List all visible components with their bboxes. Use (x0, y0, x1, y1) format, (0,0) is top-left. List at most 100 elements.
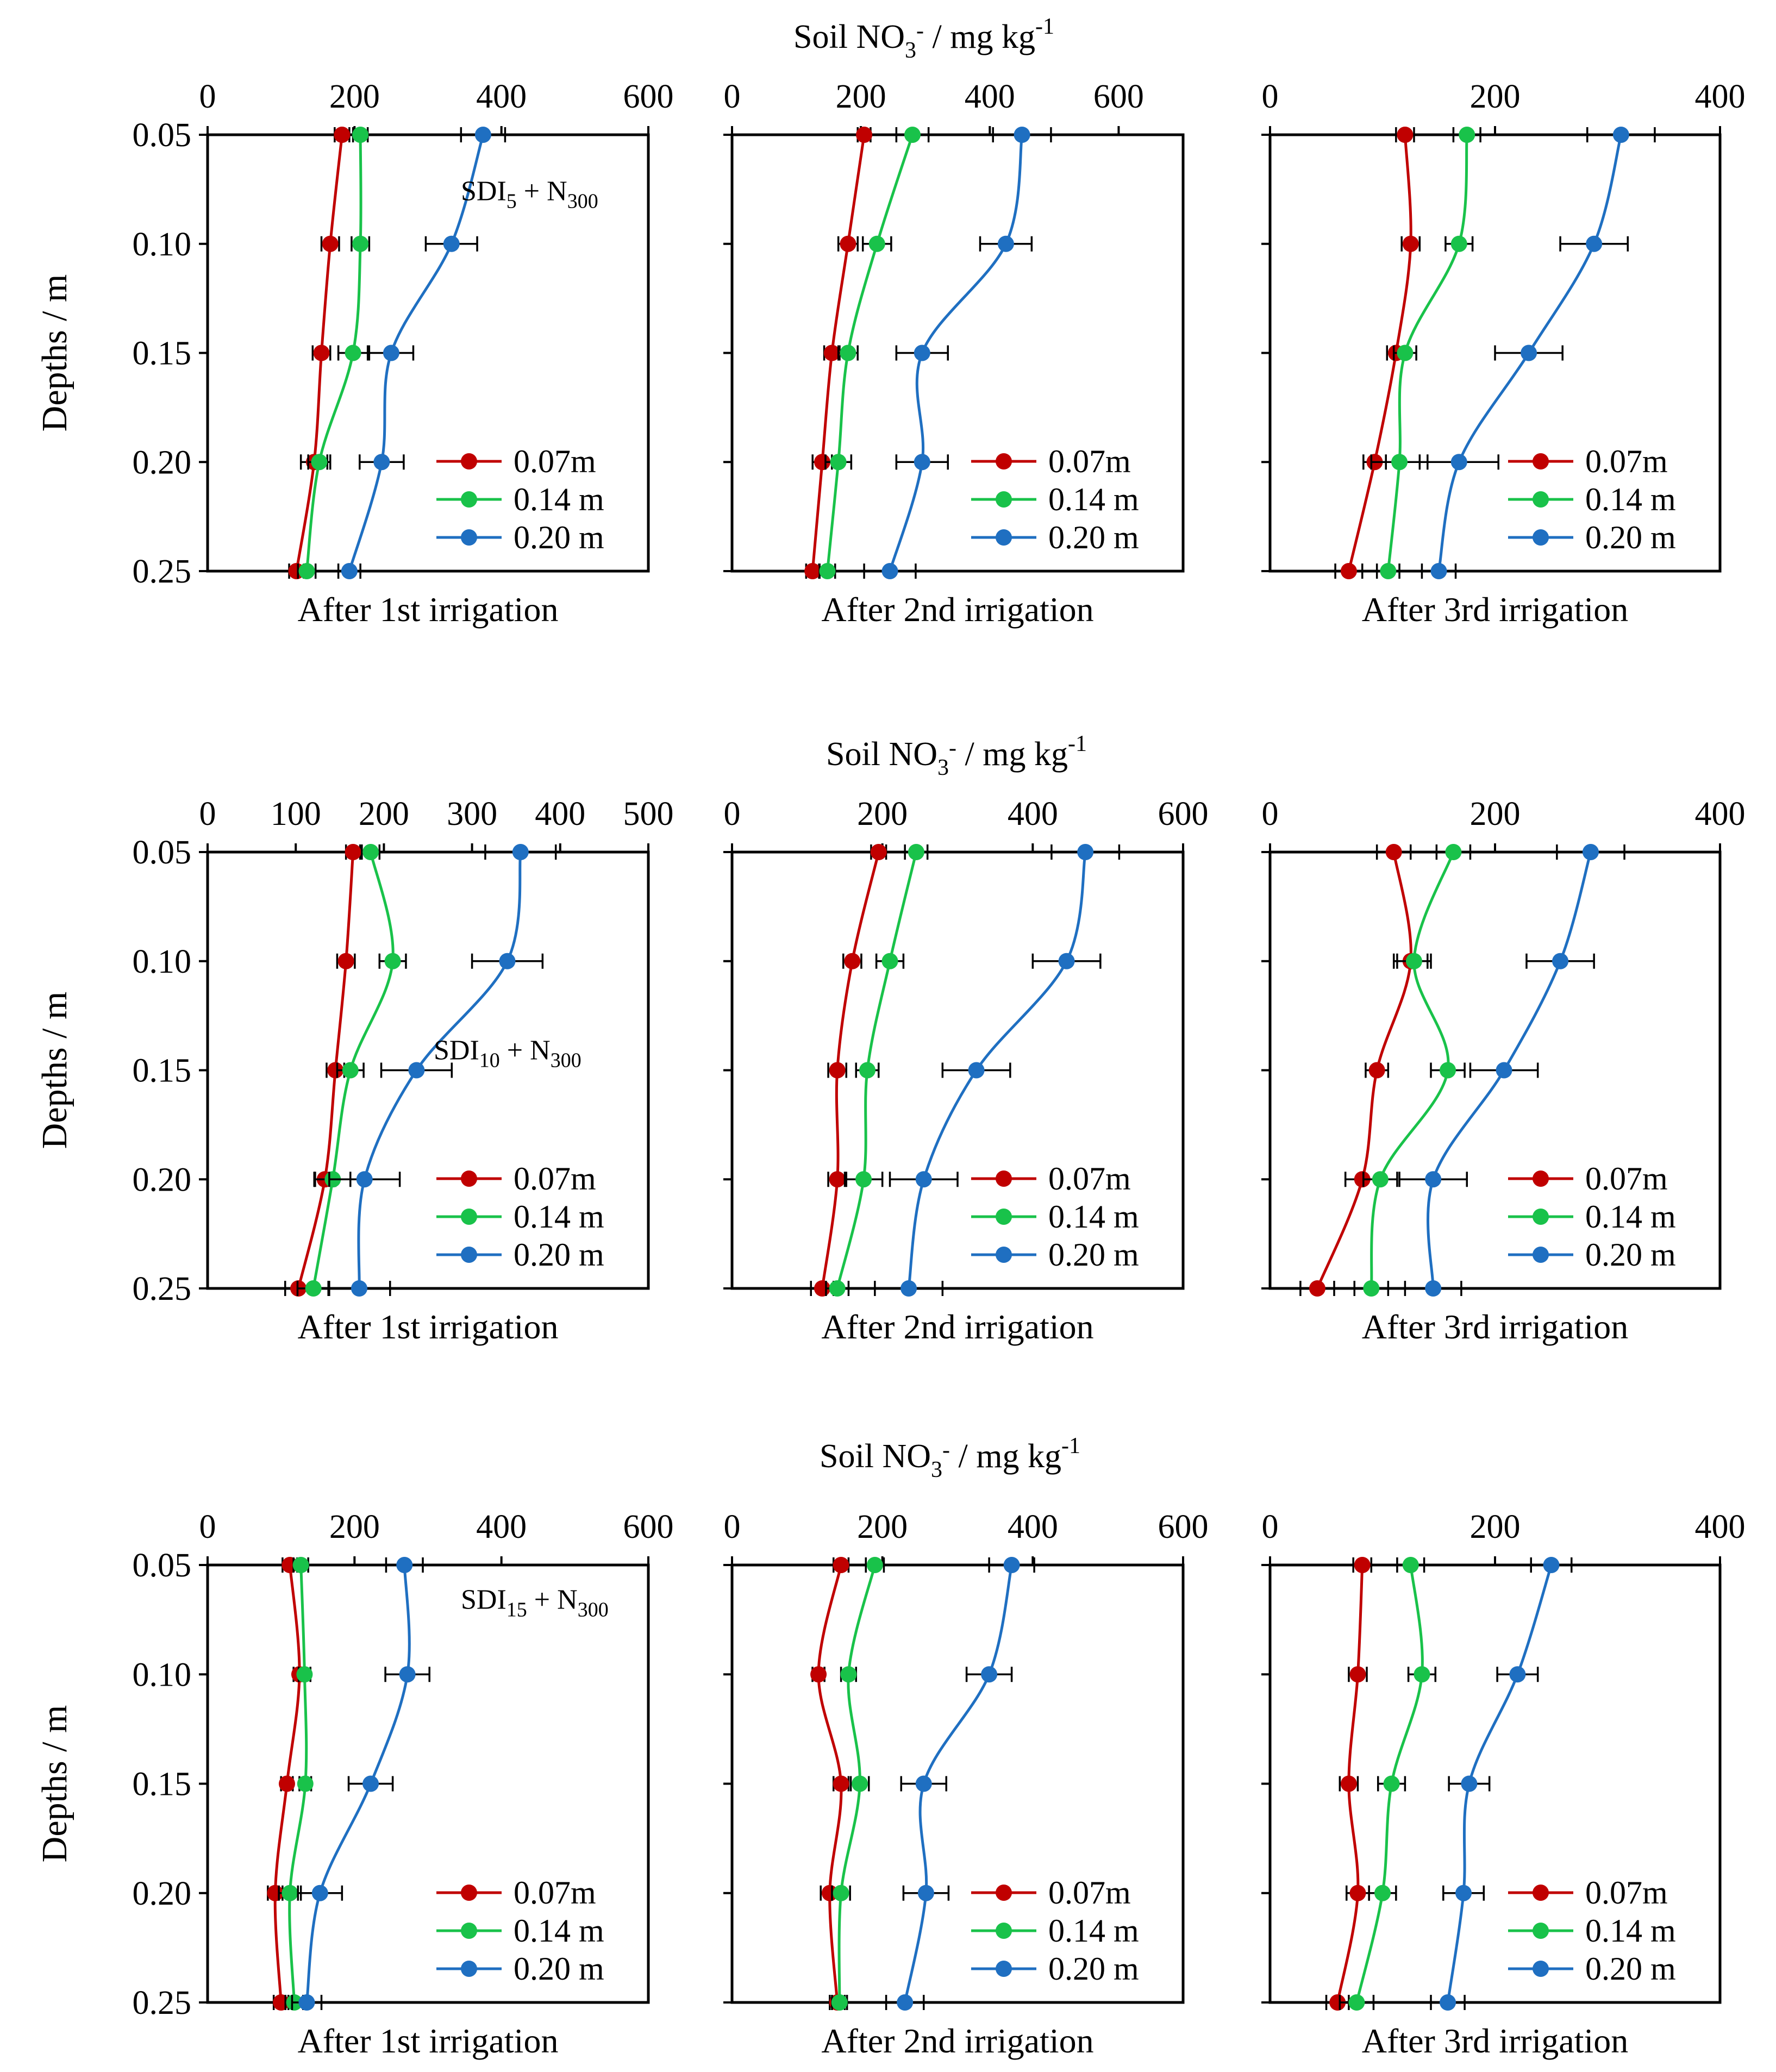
legend-label: 0.07m (1048, 1161, 1131, 1197)
data-point (345, 345, 361, 361)
data-point (1354, 1171, 1371, 1188)
data-point (1582, 844, 1599, 860)
data-point (833, 1775, 849, 1792)
x-tick-label: 0 (724, 796, 741, 832)
legend-marker (996, 1170, 1012, 1187)
y-tick-label: 0.15 (133, 1766, 192, 1803)
y-tick-label: 0.20 (133, 1161, 192, 1198)
data-point (1496, 1062, 1512, 1079)
y-tick-label: 0.05 (133, 834, 192, 871)
data-point (917, 1885, 934, 1901)
x-tick-label: 500 (623, 796, 674, 832)
data-point (342, 1062, 359, 1079)
data-point (1445, 844, 1462, 860)
data-point (1461, 1775, 1478, 1792)
data-point (362, 1775, 379, 1792)
x-tick-label: 0 (199, 1508, 216, 1545)
panel-caption: After 1st irrigation (298, 590, 559, 629)
legend-label: 0.07m (514, 1875, 596, 1911)
x-tick-label: 400 (1695, 1508, 1746, 1545)
series-line (1316, 852, 1412, 1289)
legend-label: 0.14 m (1585, 1199, 1676, 1235)
data-point (1425, 1280, 1442, 1297)
data-point (1430, 563, 1447, 579)
data-point (981, 1666, 998, 1683)
series-0.14m (1353, 844, 1472, 1297)
data-point (1397, 127, 1414, 143)
legend-marker (461, 491, 477, 508)
legend-label: 0.07m (1585, 1875, 1668, 1911)
legend-marker (461, 1247, 477, 1263)
data-point (840, 1666, 857, 1683)
data-point (1425, 1171, 1442, 1188)
legend-marker (461, 453, 477, 470)
data-point (313, 345, 330, 361)
x-axis-title: Soil NO3- / mg kg-1 (826, 731, 1087, 780)
data-point (810, 1666, 827, 1683)
series-0.14m (825, 844, 929, 1297)
series-0.14m (296, 844, 407, 1297)
series-0.20m (1430, 1557, 1573, 2011)
legend-label: 0.14 m (514, 481, 604, 517)
legend-label: 0.20 m (1048, 1237, 1139, 1273)
legend-label: 0.14 m (1048, 1199, 1139, 1235)
legend-marker (1533, 1961, 1549, 1977)
data-point (1368, 1062, 1385, 1079)
x-tick-label: 400 (476, 1508, 527, 1545)
data-point (829, 1062, 846, 1079)
panel-caption: After 3rd irrigation (1362, 1307, 1629, 1346)
panel-r0-c1: 0 200 400 600 After 2nd irrigation 0.07m0.14 … (723, 78, 1185, 629)
data-point (821, 1885, 838, 1901)
panel-caption: After 2nd irrigation (821, 590, 1093, 629)
data-point (819, 563, 836, 579)
data-point (322, 235, 339, 252)
legend-label: 0.07m (514, 443, 596, 479)
data-point (881, 563, 898, 579)
treatment-label: SDI15 + N300 (461, 1585, 609, 1622)
legend-marker (1533, 1209, 1549, 1225)
y-tick-label: 0.20 (133, 1875, 192, 1912)
data-point (1440, 1062, 1456, 1079)
x-axis-title: Soil NO3- / mg kg-1 (820, 1434, 1080, 1482)
x-tick-label: 400 (476, 78, 527, 115)
data-point (897, 1994, 914, 2011)
data-point (859, 1062, 876, 1079)
panel-caption: After 2nd irrigation (821, 1307, 1093, 1346)
data-point (373, 454, 390, 471)
legend-marker (461, 1170, 477, 1187)
series-0.20m (1398, 844, 1625, 1297)
legend-label: 0.07m (514, 1161, 596, 1197)
data-point (1372, 1171, 1389, 1188)
data-point (352, 127, 369, 143)
legend-marker (996, 529, 1012, 546)
y-tick-label: 0.25 (133, 553, 192, 590)
x-axis-title: Soil NO3- / mg kg-1 (793, 14, 1054, 63)
x-tick-label: 0 (1262, 796, 1279, 832)
data-point (1612, 127, 1629, 143)
x-tick-label: 200 (1470, 78, 1521, 115)
legend-marker (1533, 453, 1549, 470)
x-tick-label: 200 (857, 796, 908, 832)
data-point (866, 1557, 883, 1573)
data-point (1455, 1885, 1472, 1901)
x-tick-label: 400 (1695, 796, 1746, 832)
legend-marker (461, 529, 477, 546)
y-axis-title: Depths / m (35, 1705, 74, 1863)
data-point (1402, 1557, 1419, 1573)
panel-caption: After 1st irrigation (298, 1307, 559, 1346)
data-point (1349, 1666, 1366, 1683)
series-0.14m (1370, 127, 1481, 579)
data-point (804, 563, 821, 579)
row-2-header: Soil NO3- / mg kg-1 Depths / m (35, 1434, 1080, 1862)
data-point (868, 235, 885, 252)
data-point (512, 844, 529, 860)
data-point (1543, 1557, 1560, 1573)
x-tick-label: 200 (329, 78, 380, 115)
series-0.07m (288, 127, 351, 579)
data-point (384, 953, 401, 969)
